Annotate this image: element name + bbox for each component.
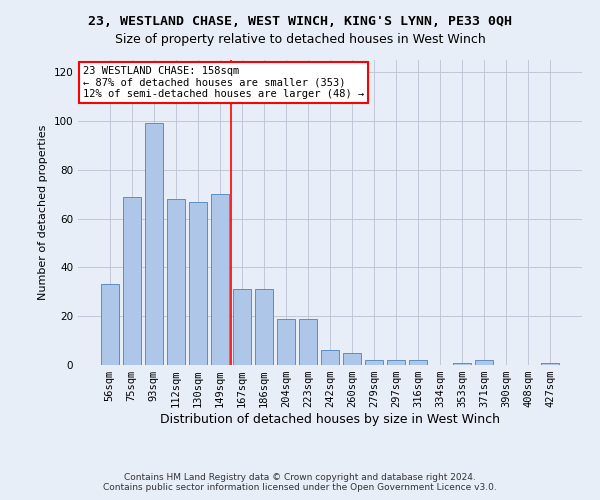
- Text: 23 WESTLAND CHASE: 158sqm
← 87% of detached houses are smaller (353)
12% of semi: 23 WESTLAND CHASE: 158sqm ← 87% of detac…: [83, 66, 364, 100]
- X-axis label: Distribution of detached houses by size in West Winch: Distribution of detached houses by size …: [160, 413, 500, 426]
- Bar: [365, 360, 383, 365]
- Bar: [343, 353, 361, 365]
- Bar: [233, 290, 251, 365]
- Bar: [123, 196, 140, 365]
- Text: Contains HM Land Registry data © Crown copyright and database right 2024.
Contai: Contains HM Land Registry data © Crown c…: [103, 473, 497, 492]
- Bar: [255, 290, 273, 365]
- Bar: [189, 202, 206, 365]
- Text: Size of property relative to detached houses in West Winch: Size of property relative to detached ho…: [115, 32, 485, 46]
- Bar: [541, 362, 559, 365]
- Bar: [409, 360, 427, 365]
- Bar: [167, 199, 185, 365]
- Bar: [277, 318, 295, 365]
- Bar: [211, 194, 229, 365]
- Bar: [475, 360, 493, 365]
- Bar: [454, 362, 471, 365]
- Bar: [145, 124, 163, 365]
- Bar: [387, 360, 405, 365]
- Bar: [321, 350, 339, 365]
- Text: 23, WESTLAND CHASE, WEST WINCH, KING'S LYNN, PE33 0QH: 23, WESTLAND CHASE, WEST WINCH, KING'S L…: [88, 15, 512, 28]
- Bar: [299, 318, 317, 365]
- Bar: [101, 284, 119, 365]
- Y-axis label: Number of detached properties: Number of detached properties: [38, 125, 48, 300]
